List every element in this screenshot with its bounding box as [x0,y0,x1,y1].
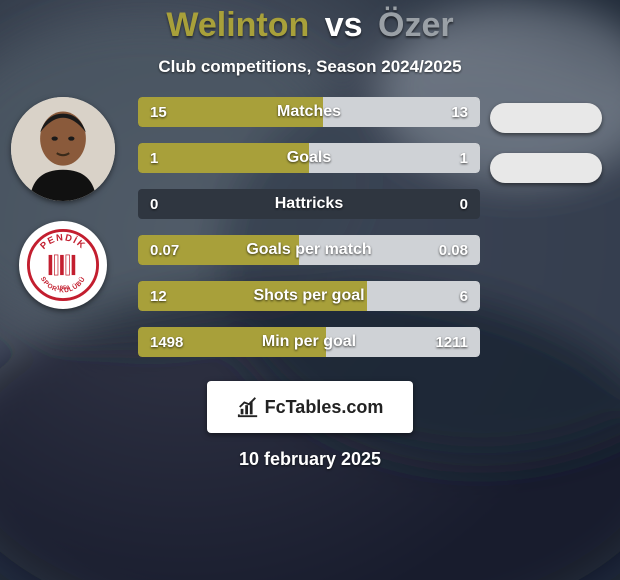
stat-label: Hattricks [275,195,343,213]
stat-row: 15 13 Matches [138,97,480,127]
stat-value-left: 1 [138,143,170,173]
stat-value-left: 0 [138,189,170,219]
stat-value-left: 0.07 [138,235,191,265]
subtitle: Club competitions, Season 2024/2025 [0,57,620,77]
stat-value-left: 15 [138,97,179,127]
footer-brand-label: FcTables.com [265,397,384,418]
stat-row: 1 1 Goals [138,143,480,173]
indicator-pill [490,103,602,133]
title-vs: vs [325,6,363,44]
club-badge: PENDİK SPOR KULÜBÜ 1950 [19,221,107,309]
stat-value-right: 6 [448,281,480,311]
indicator-pill [490,153,602,183]
title-player2: Özer [378,6,454,44]
stat-value-right: 0 [448,189,480,219]
right-indicator-column [490,97,606,183]
svg-text:1950: 1950 [57,285,70,291]
stat-row: 0 0 Hattricks [138,189,480,219]
stat-value-left: 12 [138,281,179,311]
stat-value-right: 1 [448,143,480,173]
chart-icon [237,396,259,418]
left-avatar-column: PENDİK SPOR KULÜBÜ 1950 [8,97,118,309]
stat-rows: 15 13 Matches 1 1 Goals 0 0 Hattricks 0.07 0.08 Goa… [138,97,480,357]
comparison-content: PENDİK SPOR KULÜBÜ 1950 1513Matches11G [0,97,620,357]
stat-label: Min per goal [262,333,356,351]
stat-row: 12 6 Shots per goal [138,281,480,311]
stat-value-right: 0.08 [427,235,480,265]
page-title: Welinton vs Özer [0,0,620,45]
title-player1: Welinton [166,6,309,44]
date-label: 10 february 2025 [0,449,620,470]
stat-row: 0.07 0.08 Goals per match [138,235,480,265]
stat-value-right: 1211 [423,327,480,357]
footer-brand-bar[interactable]: FcTables.com [207,381,413,433]
stat-label: Matches [277,103,341,121]
stat-label: Goals [287,149,331,167]
stat-value-right: 13 [439,97,480,127]
stat-label: Shots per goal [253,287,364,305]
player1-avatar [11,97,115,201]
stat-value-left: 1498 [138,327,195,357]
stat-label: Goals per match [246,241,371,259]
stat-row: 1498 1211 Min per goal [138,327,480,357]
